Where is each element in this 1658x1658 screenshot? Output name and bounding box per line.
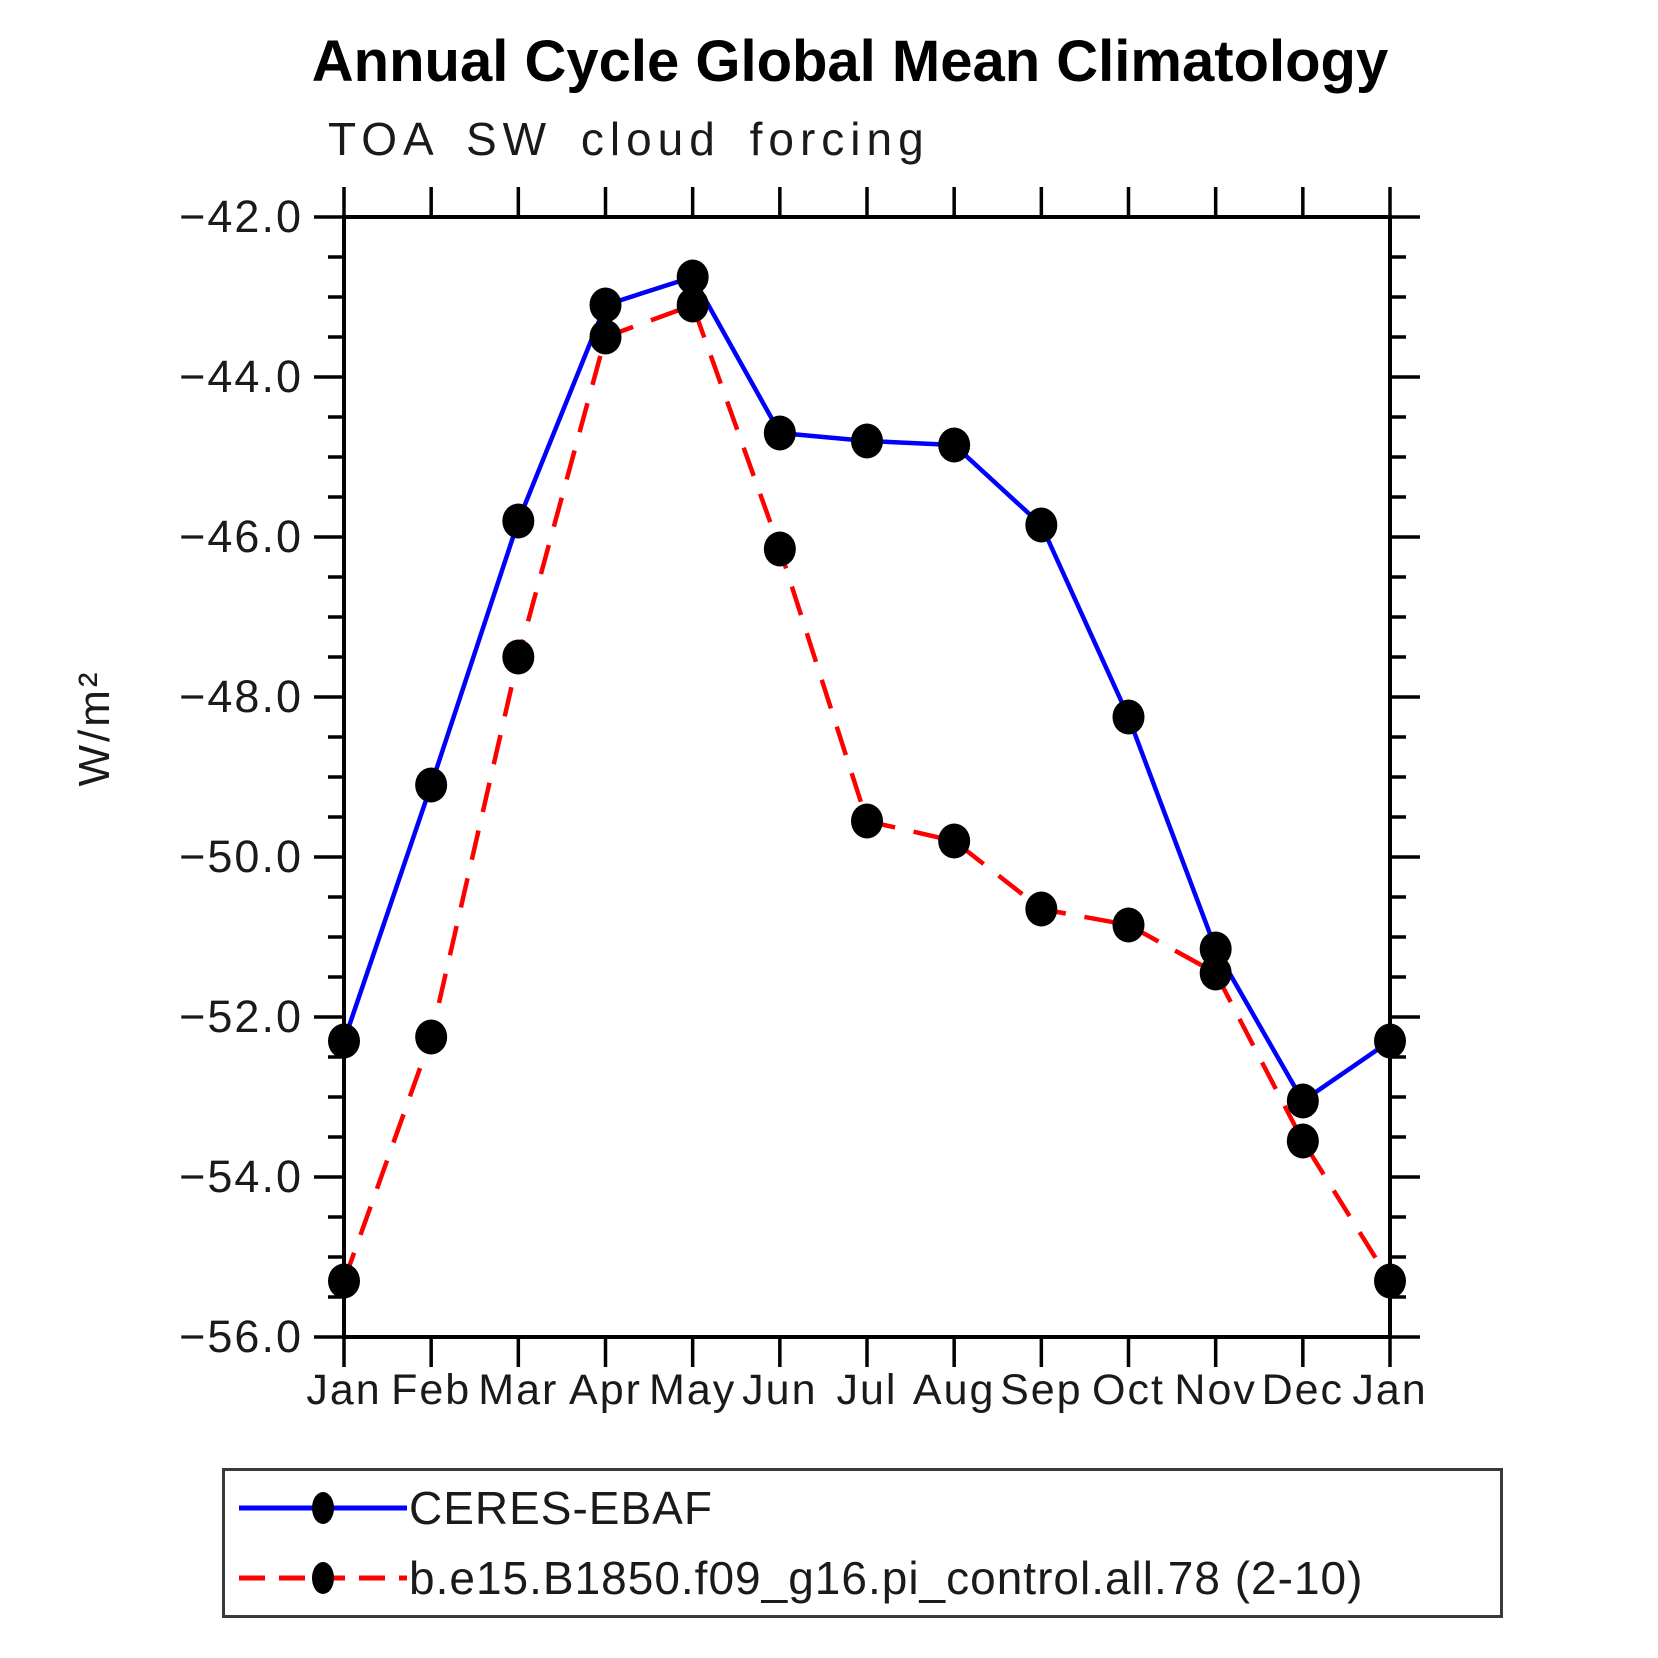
data-point: [763, 531, 796, 567]
legend-line-sample: [239, 1562, 407, 1594]
x-tick-label: Feb: [391, 1366, 471, 1414]
data-point: [1025, 507, 1058, 543]
legend-item: b.e15.B1850.f09_g16.pi_control.all.78 (2…: [237, 1545, 1500, 1611]
x-tick-label: Oct: [1092, 1366, 1165, 1414]
y-tick-label: −54.0: [179, 1151, 303, 1202]
x-tick-label: Jul: [837, 1366, 898, 1414]
data-point: [1112, 907, 1145, 943]
data-point: [1199, 955, 1232, 991]
legend-label: CERES-EBAF: [409, 1482, 713, 1534]
x-tick-label: Jan: [1352, 1366, 1427, 1414]
data-point: [502, 503, 535, 539]
data-point: [1112, 699, 1145, 735]
x-tick-label: Dec: [1262, 1366, 1344, 1414]
data-point: [415, 1019, 448, 1055]
legend-item: CERES-EBAF: [237, 1475, 1500, 1541]
legend-marker-icon: [312, 1562, 334, 1594]
data-point: [938, 823, 971, 859]
x-tick-label: Apr: [569, 1366, 642, 1414]
x-tick-label: May: [649, 1366, 736, 1414]
y-tick-label: −42.0: [179, 191, 303, 242]
data-point: [851, 423, 883, 459]
plot-area: −56.0 −54.0 −52.0 −50.0 −48.0 −46.0 −44.0 −42.0…: [179, 187, 1427, 1414]
x-tick-label: Jun: [742, 1366, 817, 1414]
legend-label: b.e15.B1850.f09_g16.pi_control.all.78 (2…: [409, 1552, 1364, 1604]
data-point: [1286, 1083, 1319, 1119]
legend-line-sample: [239, 1492, 407, 1524]
data-point: [676, 259, 709, 295]
chart-title: Annual Cycle Global Mean Climatology: [311, 29, 1389, 94]
data-point: [763, 415, 796, 451]
legend-marker-icon: [312, 1492, 334, 1524]
legend-box: CERES-EBAF b.e15.B1850.f09_g16.pi_control…: [222, 1468, 1503, 1618]
data-point: [415, 767, 448, 803]
x-tick-label: Jan: [306, 1366, 381, 1414]
data-point: [502, 639, 535, 675]
y-tick-label: −56.0: [179, 1311, 303, 1362]
data-point: [938, 427, 971, 463]
data-point: [1199, 931, 1232, 967]
y-tick-label: −44.0: [179, 351, 303, 402]
data-point: [328, 1023, 360, 1059]
series-line-0: [341, 274, 1392, 1104]
x-tick-label: Sep: [1000, 1366, 1083, 1414]
data-point: [589, 287, 622, 323]
plot-frame: [342, 215, 1392, 1339]
data-point: [589, 319, 622, 355]
x-tick-label: Aug: [913, 1366, 996, 1414]
data-point: [1374, 1023, 1406, 1059]
data-point: [1286, 1123, 1319, 1159]
y-tick-label: −46.0: [179, 511, 303, 562]
data-point: [1374, 1263, 1406, 1299]
x-tick-label: Nov: [1174, 1366, 1256, 1414]
data-point: [676, 287, 709, 323]
chart-subtitle: TOA SW cloud forcing: [328, 113, 930, 165]
y-tick-label: −48.0: [179, 671, 303, 722]
data-point: [1025, 891, 1058, 927]
data-point: [851, 803, 883, 839]
y-tick-label: −50.0: [179, 831, 303, 882]
x-tick-label: Mar: [478, 1366, 558, 1414]
y-tick-label: −52.0: [179, 991, 303, 1042]
data-point: [328, 1263, 360, 1299]
